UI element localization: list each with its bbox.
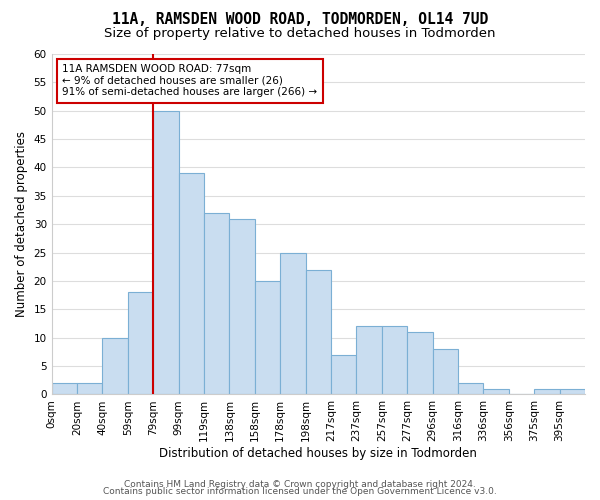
- Bar: [204, 213, 229, 394]
- Bar: [103, 338, 128, 394]
- Bar: [229, 218, 255, 394]
- Bar: [153, 110, 179, 395]
- Bar: [77, 383, 103, 394]
- Text: 11A RAMSDEN WOOD ROAD: 77sqm
← 9% of detached houses are smaller (26)
91% of sem: 11A RAMSDEN WOOD ROAD: 77sqm ← 9% of det…: [62, 64, 317, 98]
- Bar: [280, 252, 305, 394]
- Bar: [331, 354, 356, 395]
- Text: Contains HM Land Registry data © Crown copyright and database right 2024.: Contains HM Land Registry data © Crown c…: [124, 480, 476, 489]
- Bar: [382, 326, 407, 394]
- Bar: [305, 270, 331, 394]
- Bar: [356, 326, 382, 394]
- Bar: [52, 383, 77, 394]
- Bar: [128, 292, 153, 394]
- Bar: [484, 389, 509, 394]
- X-axis label: Distribution of detached houses by size in Todmorden: Distribution of detached houses by size …: [160, 447, 477, 460]
- Y-axis label: Number of detached properties: Number of detached properties: [15, 131, 28, 317]
- Text: Contains public sector information licensed under the Open Government Licence v3: Contains public sector information licen…: [103, 488, 497, 496]
- Bar: [560, 389, 585, 394]
- Bar: [407, 332, 433, 394]
- Text: Size of property relative to detached houses in Todmorden: Size of property relative to detached ho…: [104, 28, 496, 40]
- Bar: [255, 281, 280, 394]
- Bar: [458, 383, 484, 394]
- Bar: [534, 389, 560, 394]
- Bar: [179, 173, 204, 394]
- Text: 11A, RAMSDEN WOOD ROAD, TODMORDEN, OL14 7UD: 11A, RAMSDEN WOOD ROAD, TODMORDEN, OL14 …: [112, 12, 488, 28]
- Bar: [433, 349, 458, 395]
